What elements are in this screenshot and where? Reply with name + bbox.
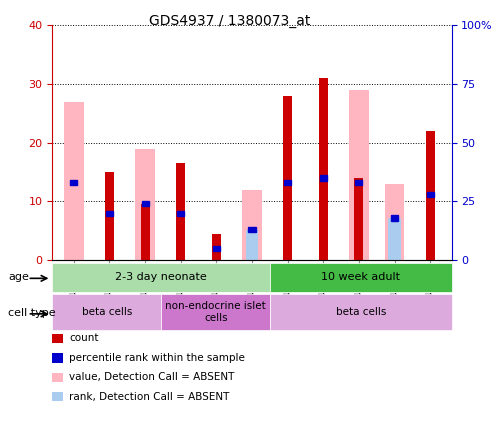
Bar [319,78,328,260]
Text: rank, Detection Call = ABSENT: rank, Detection Call = ABSENT [69,392,230,402]
Text: 2-3 day neonate: 2-3 day neonate [115,272,207,283]
Bar [270,294,452,330]
Bar [284,180,291,185]
Bar [176,163,185,260]
Bar [70,180,77,185]
Text: 10 week adult: 10 week adult [321,272,400,283]
Bar [161,294,270,330]
Text: count: count [69,333,99,343]
Bar [427,192,434,197]
Bar [385,184,404,260]
Bar [349,90,369,260]
Text: percentile rank within the sample: percentile rank within the sample [69,353,245,363]
Bar [52,263,270,292]
Text: age: age [8,272,29,283]
Bar [142,201,149,206]
Bar [177,211,184,216]
Bar [426,131,435,260]
Text: beta cells: beta cells [82,307,132,317]
Bar [320,176,327,181]
Bar [355,180,362,185]
Text: cell type: cell type [8,308,56,318]
Bar [105,172,114,260]
Bar [354,178,363,260]
Bar [391,215,398,220]
Bar [246,230,258,260]
Bar [213,246,220,251]
Bar [270,263,452,292]
Text: non-endocrine islet
cells: non-endocrine islet cells [165,301,266,323]
Text: GDS4937 / 1380073_at: GDS4937 / 1380073_at [149,14,310,27]
Bar [52,294,161,330]
Bar [64,102,83,260]
Text: value, Detection Call = ABSENT: value, Detection Call = ABSENT [69,372,235,382]
Bar [388,218,401,260]
Bar [141,204,150,260]
Text: beta cells: beta cells [336,307,386,317]
Bar [242,190,262,260]
Bar [106,211,113,216]
Bar [135,148,155,260]
Bar [249,227,255,232]
Bar [212,234,221,260]
Bar [283,96,292,260]
